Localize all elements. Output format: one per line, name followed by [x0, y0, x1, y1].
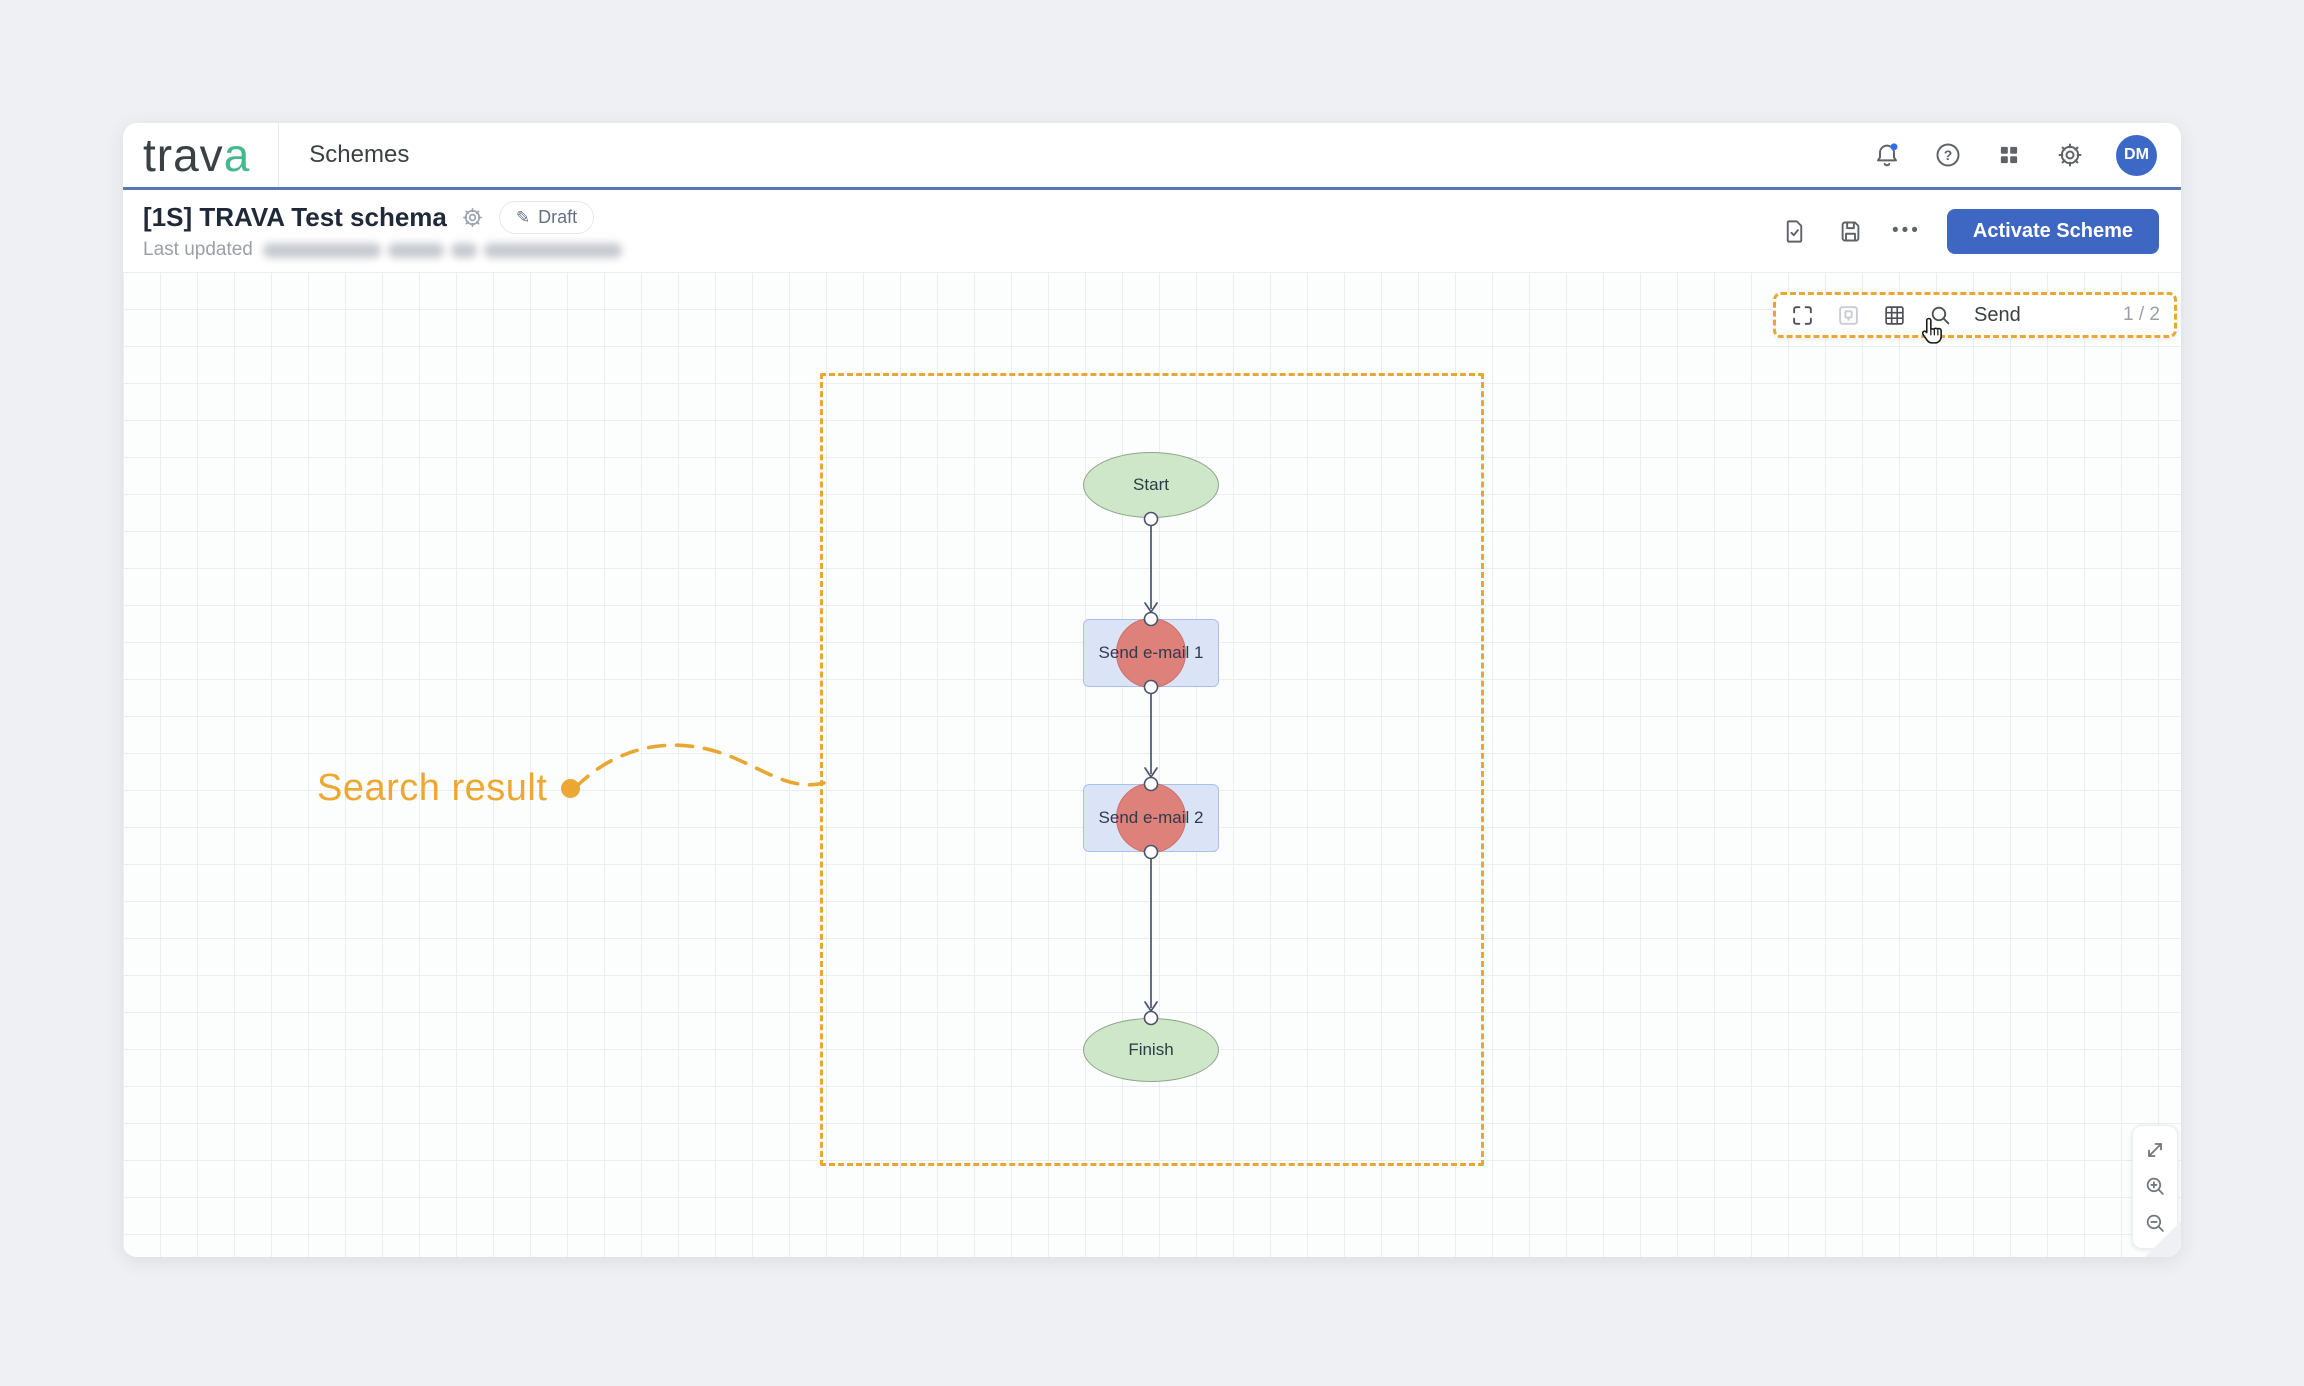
grid-toggle-icon[interactable] — [1882, 303, 1906, 327]
top-bar: trava Schemes ? — [123, 123, 2181, 190]
schema-actions: ••• Activate Scheme — [1780, 208, 2159, 254]
user-avatar[interactable]: DM — [2116, 134, 2157, 176]
status-badge[interactable]: ✎ Draft — [498, 201, 595, 234]
divider — [278, 123, 280, 187]
logo-text: trav — [143, 129, 224, 181]
topbar-actions: ? DM — [1872, 134, 2157, 176]
activate-scheme-button[interactable]: Activate Scheme — [1946, 208, 2159, 254]
app-window: trava Schemes ? — [123, 123, 2181, 1257]
node-label: Finish — [1128, 1040, 1174, 1059]
schema-header: [1S] TRAVA Test schema ✎ Draft Last upda… — [123, 190, 2181, 272]
node-send-email-1[interactable]: Send e-mail 1 — [1083, 618, 1219, 688]
scheme-canvas[interactable]: Send 1 / 2 Start Send e-mail 1 Send e-ma… — [123, 272, 2181, 1257]
last-updated-label: Last updated — [143, 239, 253, 260]
page-title: Schemes — [309, 141, 410, 168]
node-label: Send e-mail 1 — [1098, 643, 1204, 662]
validate-document-icon[interactable] — [1780, 216, 1810, 246]
save-icon[interactable] — [1836, 216, 1866, 246]
card-corner-cut — [2145, 1221, 2181, 1257]
search-result-counter: 1 / 2 — [2123, 304, 2160, 325]
app-logo[interactable]: trava — [143, 132, 250, 178]
annotation-dashed-curve — [574, 743, 826, 789]
canvas-search-toolbar: Send 1 / 2 — [1773, 292, 2177, 338]
node-finish[interactable]: Finish — [1083, 1018, 1219, 1082]
annotation-search-result-label: Search result — [317, 767, 548, 809]
schema-settings-gear-icon[interactable] — [461, 206, 485, 230]
search-icon[interactable] — [1928, 303, 1952, 327]
svg-text:?: ? — [1944, 147, 1953, 163]
pencil-icon: ✎ — [515, 207, 531, 227]
apps-grid-icon[interactable] — [1994, 140, 2024, 170]
redacted-timestamp — [262, 242, 622, 258]
help-icon[interactable]: ? — [1933, 140, 1963, 170]
mouse-cursor-hand-icon — [1917, 316, 1949, 355]
logo-accent: a — [223, 129, 251, 181]
node-label: Send e-mail 2 — [1098, 808, 1204, 827]
settings-gear-icon[interactable] — [2055, 140, 2085, 170]
status-badge-label: Draft — [538, 207, 578, 227]
more-menu-icon[interactable]: ••• — [1891, 220, 1921, 241]
search-hit-marker — [1116, 618, 1186, 688]
annotation-dot — [561, 779, 580, 798]
node-label: Start — [1133, 475, 1169, 494]
search-input[interactable]: Send — [1974, 303, 2021, 326]
zoom-in-icon[interactable] — [2142, 1174, 2168, 1200]
schema-info: [1S] TRAVA Test schema ✎ Draft Last upda… — [143, 201, 622, 261]
fit-view-icon[interactable] — [1790, 303, 1814, 327]
schema-title: [1S] TRAVA Test schema — [143, 202, 447, 232]
node-send-email-2[interactable]: Send e-mail 2 — [1083, 783, 1219, 853]
notifications-bell-icon[interactable] — [1872, 140, 1902, 170]
expand-fullscreen-icon[interactable] — [2142, 1137, 2168, 1163]
search-hit-marker — [1116, 783, 1186, 853]
minimap-icon[interactable] — [1836, 303, 1860, 327]
node-start[interactable]: Start — [1083, 452, 1219, 518]
